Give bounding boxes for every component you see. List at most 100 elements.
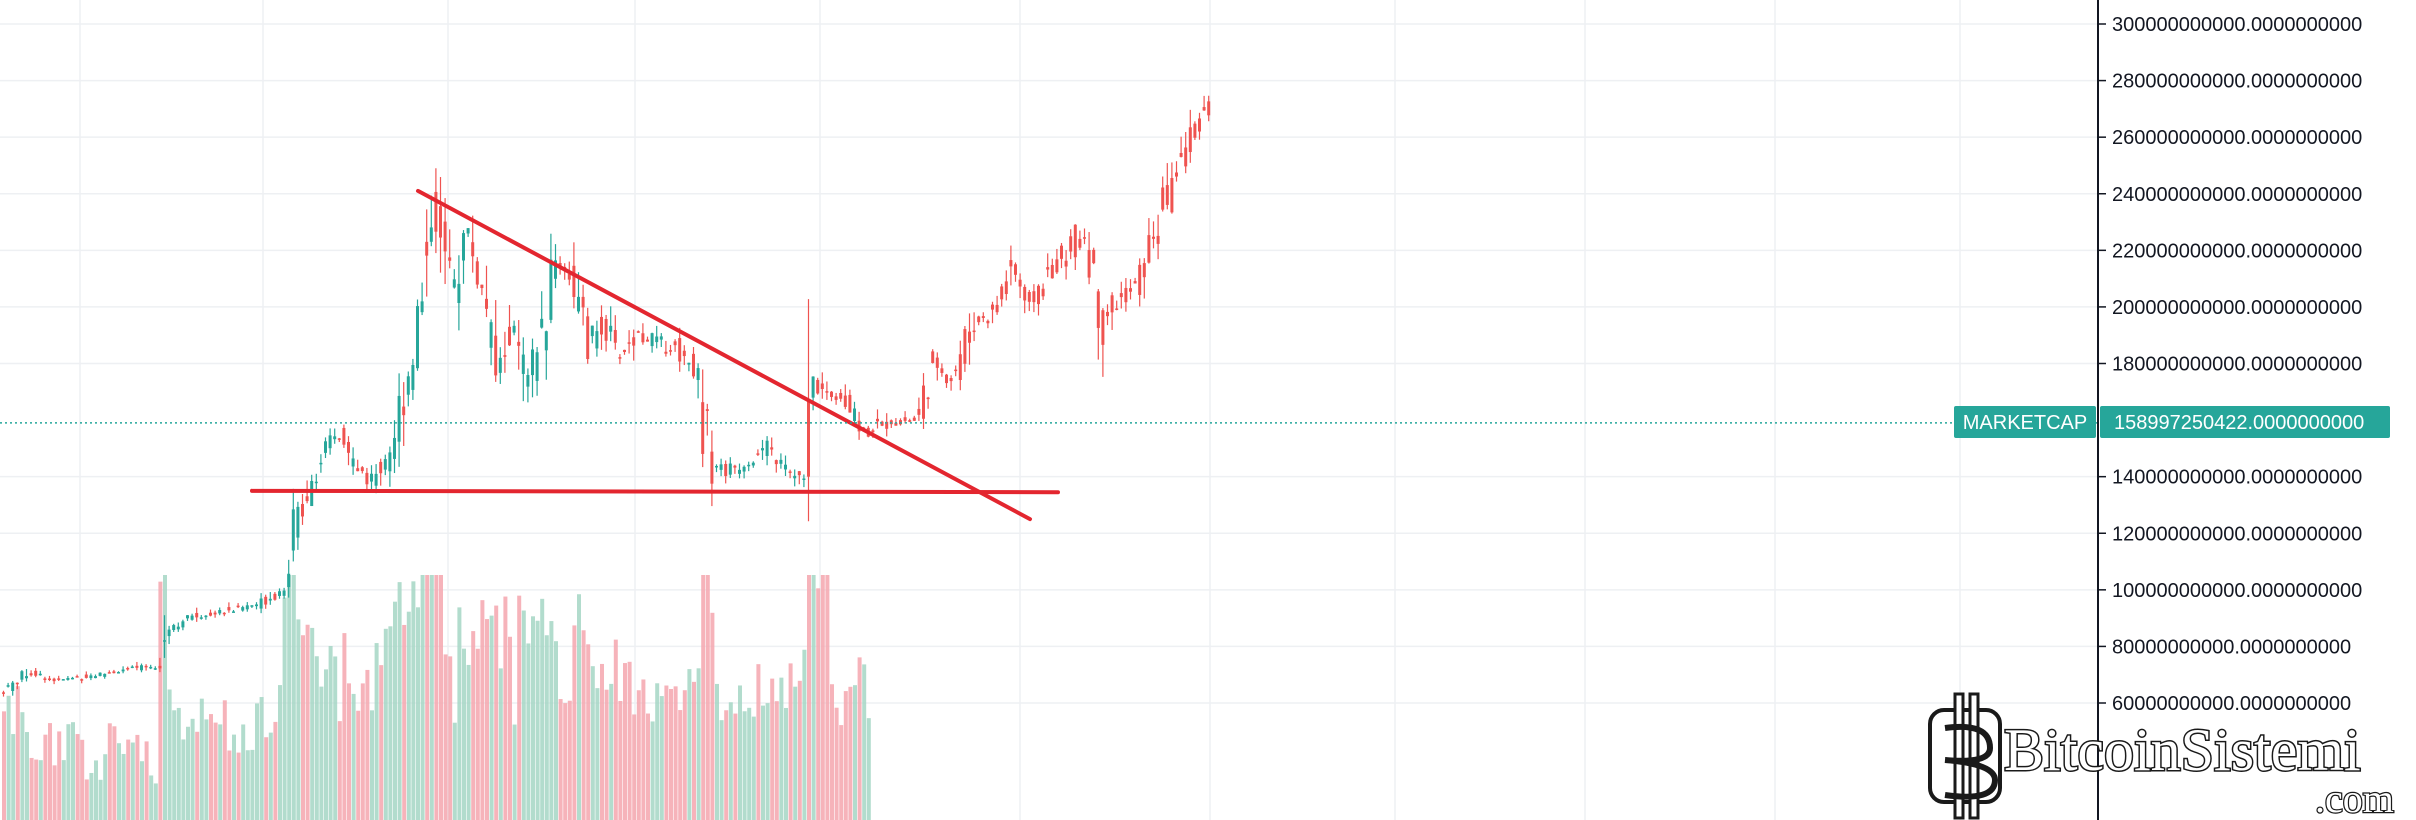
candle-body	[80, 679, 84, 681]
y-tick-label: 260000000000.0000000000	[2112, 127, 2362, 149]
trendline-horizontal-support[interactable]	[250, 488, 1060, 495]
volume-bar	[130, 742, 135, 820]
candle-body	[1083, 237, 1086, 239]
candle-body	[264, 596, 268, 605]
watermark-text: BitcoinSistemi	[2004, 717, 2361, 783]
candle-body	[314, 481, 318, 484]
volume-bar	[715, 683, 719, 820]
volume-bar	[756, 664, 761, 820]
candle-body	[604, 318, 608, 341]
candle-body	[613, 330, 617, 343]
volume-bar	[379, 665, 384, 820]
candle-body	[34, 670, 38, 676]
candle-body	[388, 452, 392, 472]
candle-body	[1193, 123, 1197, 138]
volume-bar	[480, 600, 485, 820]
volume-bar	[167, 689, 172, 820]
volume-bar	[765, 703, 770, 820]
candle-body	[1064, 260, 1068, 267]
candle-body	[305, 496, 309, 502]
candle-body	[945, 374, 948, 384]
volume-bar	[360, 683, 365, 820]
volume-bar	[788, 663, 793, 820]
candle-body	[756, 453, 760, 455]
volume-bar	[834, 707, 839, 820]
candle-body	[577, 296, 580, 312]
candle-body	[503, 355, 507, 357]
volume-bar	[747, 707, 752, 820]
candle-body	[1101, 310, 1105, 345]
volume-bar	[600, 663, 604, 820]
candle-body	[1119, 293, 1123, 298]
candle-body	[337, 438, 341, 440]
candle-body	[954, 369, 958, 372]
candle-body	[968, 331, 971, 343]
volume-bar	[158, 581, 163, 820]
series-label-tag-bg	[1954, 406, 2096, 438]
candle-body	[1050, 264, 1054, 279]
candle-body	[1124, 287, 1128, 303]
volume-bar	[103, 754, 108, 820]
candle-body	[880, 421, 884, 426]
volume-bar	[521, 610, 526, 820]
candle-body	[241, 607, 245, 611]
candle-body	[158, 665, 162, 669]
candle-body	[669, 350, 672, 352]
candle-body	[232, 611, 235, 613]
candle-body	[1110, 295, 1114, 313]
candle-body	[448, 257, 452, 261]
candle-body	[342, 427, 346, 445]
y-tick-label: 60000000000.0000000000	[2112, 693, 2351, 715]
candle-body	[1032, 291, 1036, 303]
candle-body	[236, 605, 240, 608]
candle-body	[567, 273, 571, 280]
candle-body	[1202, 107, 1206, 111]
candle-body	[535, 352, 539, 381]
candle-body	[623, 349, 626, 352]
trendlines[interactable]	[250, 188, 1060, 522]
volume-bar	[535, 620, 540, 820]
candle-body	[103, 673, 107, 677]
candle-body	[112, 671, 116, 674]
volume-bar	[176, 707, 181, 820]
candle-body	[664, 351, 668, 354]
volume-bar	[701, 575, 706, 820]
volume-bar	[581, 630, 586, 820]
volume-bar	[774, 701, 779, 820]
candle-body	[475, 261, 479, 285]
trendline-descending-resistance[interactable]	[416, 188, 1032, 522]
candle-body	[71, 677, 74, 680]
volume-bar	[314, 656, 319, 820]
volume-bar	[549, 621, 554, 820]
volume-bar	[278, 685, 282, 820]
volume-bar	[604, 689, 609, 820]
watermark-subtext: .com	[2315, 776, 2394, 820]
candle-body	[770, 447, 774, 450]
candle-body	[98, 672, 102, 676]
candle-body	[1023, 286, 1027, 301]
candle-body	[291, 509, 295, 551]
candle-body	[774, 460, 778, 465]
candle-body	[1156, 235, 1160, 244]
volume-bar	[540, 598, 545, 820]
y-tick-label: 200000000000.0000000000	[2112, 297, 2362, 319]
candle-body	[655, 336, 659, 343]
candle-body	[531, 349, 534, 376]
candle-body	[485, 298, 488, 309]
candle-body	[425, 241, 429, 256]
volume-bar	[98, 779, 103, 820]
candle-body	[765, 440, 769, 456]
y-tick-label: 280000000000.0000000000	[2112, 71, 2362, 93]
candle-body	[540, 318, 544, 328]
candle-body	[724, 463, 728, 477]
candle-body	[365, 472, 369, 485]
volume-bar	[38, 760, 43, 820]
candle-body	[1000, 286, 1004, 300]
volume-bar	[301, 635, 305, 820]
candle-body	[977, 316, 981, 323]
candle-body	[719, 464, 723, 470]
current-value-tag-bg	[2100, 406, 2390, 438]
volume-bar	[268, 732, 273, 820]
